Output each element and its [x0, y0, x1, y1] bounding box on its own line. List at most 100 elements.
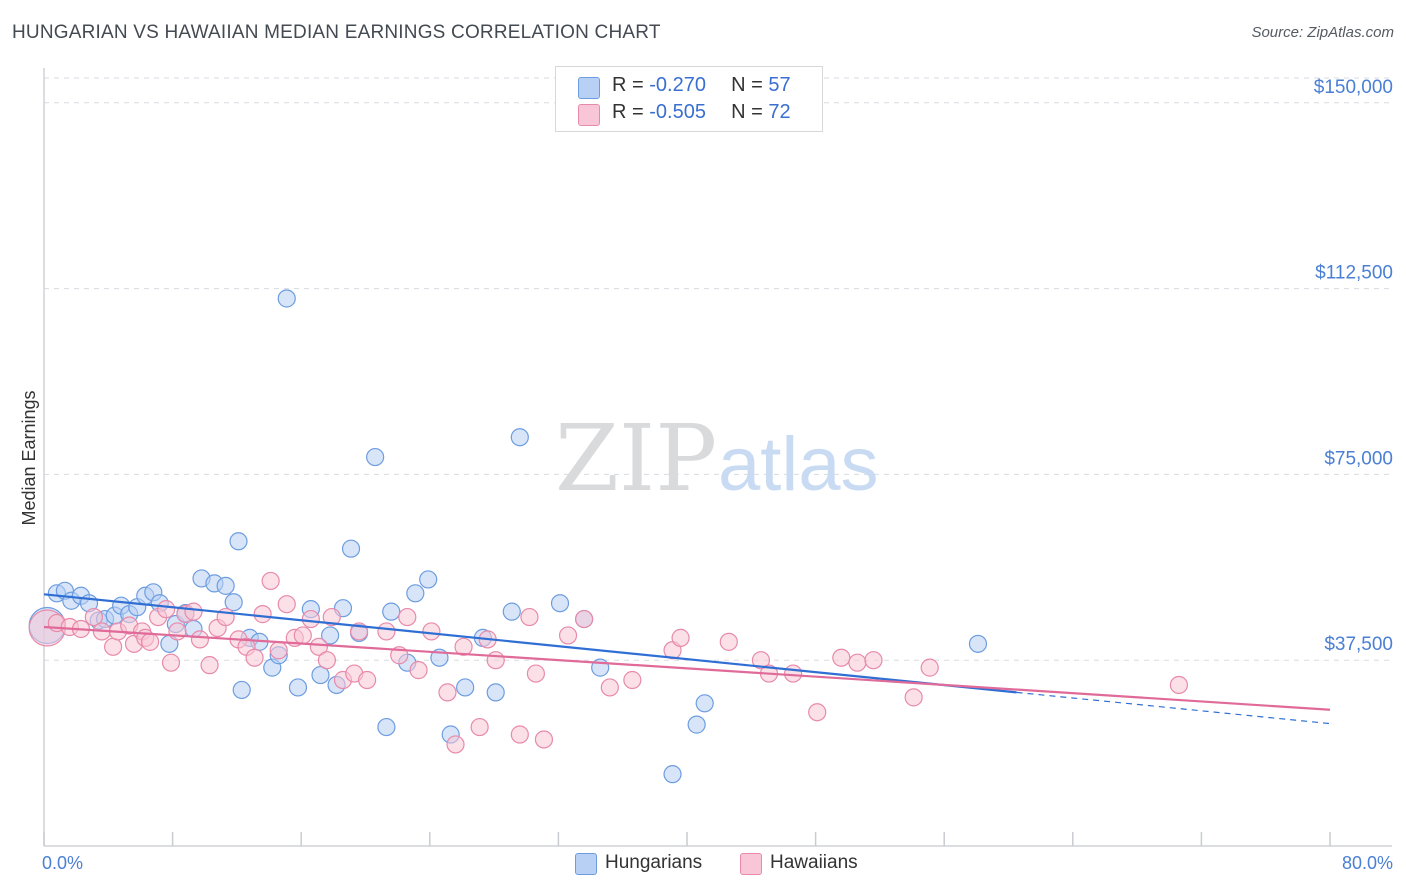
y-tick-label: $150,000 — [1314, 77, 1393, 98]
bottom-legend-swatch-blue — [575, 853, 597, 875]
hawaiian-point — [719, 632, 738, 651]
hawaiian-trend-line — [43, 625, 1331, 711]
hungarian-trend-line — [43, 593, 1017, 694]
points-layer — [28, 289, 1188, 784]
ticks-layer: $37,500 $75,000 $112,500 $150,000 — [43, 77, 1393, 846]
hawaiian-point — [808, 703, 827, 722]
hawaiian-point — [358, 670, 377, 690]
x-tick-label-min: 0.0% — [42, 853, 83, 873]
hawaiian-point — [510, 725, 529, 744]
hawaiian-point — [600, 678, 619, 697]
hawaiian-point — [200, 656, 219, 675]
hungarian-point — [224, 593, 243, 612]
hawaiian-point — [1169, 675, 1188, 695]
legend-r-label: R = — [612, 74, 650, 96]
hawaiian-point — [398, 607, 417, 627]
hawaiian-point — [671, 628, 690, 647]
bottom-legend-label: Hawaiians — [770, 852, 858, 873]
hungarian-point — [456, 678, 475, 697]
hawaiian-point — [245, 648, 264, 667]
watermark: ZIP atlas — [555, 405, 879, 512]
hawaiian-point — [161, 653, 181, 672]
hawaiian-point — [293, 626, 312, 645]
y-tick-label: $75,000 — [1324, 448, 1393, 469]
hungarian-point — [406, 584, 425, 603]
hawaiian-point — [783, 664, 803, 683]
bottom-legend-label: Hungarians — [605, 852, 703, 873]
hungarian-point — [216, 576, 235, 595]
hungarian-point — [321, 626, 340, 645]
hawaiian-point — [558, 626, 578, 645]
hawaiian-point — [534, 730, 554, 749]
hawaiian-point — [904, 688, 923, 707]
hungarian-point — [695, 694, 714, 713]
hungarian-point — [502, 602, 521, 621]
hawaiian-point — [317, 651, 337, 670]
hawaiian-point — [322, 607, 341, 627]
hawaiian-point — [848, 653, 867, 672]
hawaiian-point — [277, 595, 296, 614]
hawaiian-point — [168, 622, 187, 641]
hungarian-point — [341, 539, 361, 558]
hungarian-point — [510, 428, 529, 447]
correlation-legend: R = -0.270 N = 57 R = -0.505 N = 72 — [555, 66, 823, 132]
hungarian-point — [687, 715, 706, 734]
y-tick-label: $37,500 — [1324, 634, 1393, 655]
hungarian-point — [229, 532, 248, 551]
legend-n-label: N = — [731, 74, 769, 96]
hungarian-point — [968, 634, 988, 653]
hungarian-point — [277, 289, 296, 308]
hawaiian-point — [301, 609, 320, 629]
hawaiian-point — [520, 607, 539, 627]
hawaiian-point — [422, 622, 441, 641]
hungarian-point — [486, 683, 505, 702]
hawaiian-point — [84, 607, 103, 627]
hungarian-point — [366, 447, 385, 467]
hawaiian-point — [446, 735, 465, 754]
legend-r-label: R = — [612, 101, 650, 123]
legend-n-value: 57 — [768, 74, 791, 96]
hawaiian-point — [190, 630, 210, 649]
hawaiian-point — [309, 637, 328, 656]
legend-n-label: N = — [731, 101, 769, 123]
hawaiian-point — [269, 641, 288, 660]
trend-layer — [43, 593, 1331, 725]
y-tick-label: $112,500 — [1315, 263, 1393, 284]
hawaiian-point — [454, 637, 473, 656]
hungarian-point — [550, 594, 570, 613]
hawaiian-point — [920, 658, 939, 677]
hawaiian-point — [261, 571, 280, 591]
watermark-atlas: atlas — [718, 422, 879, 507]
legend-swatch-pink — [578, 104, 600, 126]
hawaiian-point — [377, 622, 396, 641]
hungarian-point — [377, 717, 396, 737]
hawaiian-point — [253, 605, 272, 624]
legend-r-value: -0.270 — [649, 74, 706, 96]
bottom-legend-swatch-pink — [740, 853, 762, 875]
legend-swatch-blue — [578, 77, 600, 99]
hawaiian-point — [832, 648, 851, 667]
hawaiian-point — [157, 600, 176, 619]
y-axis-label: Median Earnings — [19, 390, 39, 525]
hungarian-point — [663, 765, 682, 784]
source-label: Source: ZipAtlas.com — [1251, 24, 1394, 41]
hawaiian-point — [184, 602, 203, 621]
hungarian-point — [288, 678, 308, 697]
hungarian-point — [232, 680, 251, 700]
hawaiian-point — [864, 651, 883, 670]
hawaiian-point — [438, 683, 457, 702]
axis-layer — [43, 68, 1392, 847]
legend-r-value: -0.505 — [649, 101, 706, 123]
x-tick-label-max: 80.0% — [1342, 853, 1393, 873]
hungarian-point — [382, 602, 401, 621]
hungarian-trend-extension — [1016, 691, 1331, 725]
hawaiian-point — [526, 664, 545, 683]
hawaiian-point — [623, 670, 642, 690]
grid-layer — [44, 77, 1392, 661]
hawaiian-point — [409, 661, 428, 680]
hawaiian-point — [575, 609, 594, 629]
hungarian-point — [419, 570, 438, 589]
hawaiian-point — [751, 651, 771, 670]
hawaiian-point — [104, 637, 123, 656]
